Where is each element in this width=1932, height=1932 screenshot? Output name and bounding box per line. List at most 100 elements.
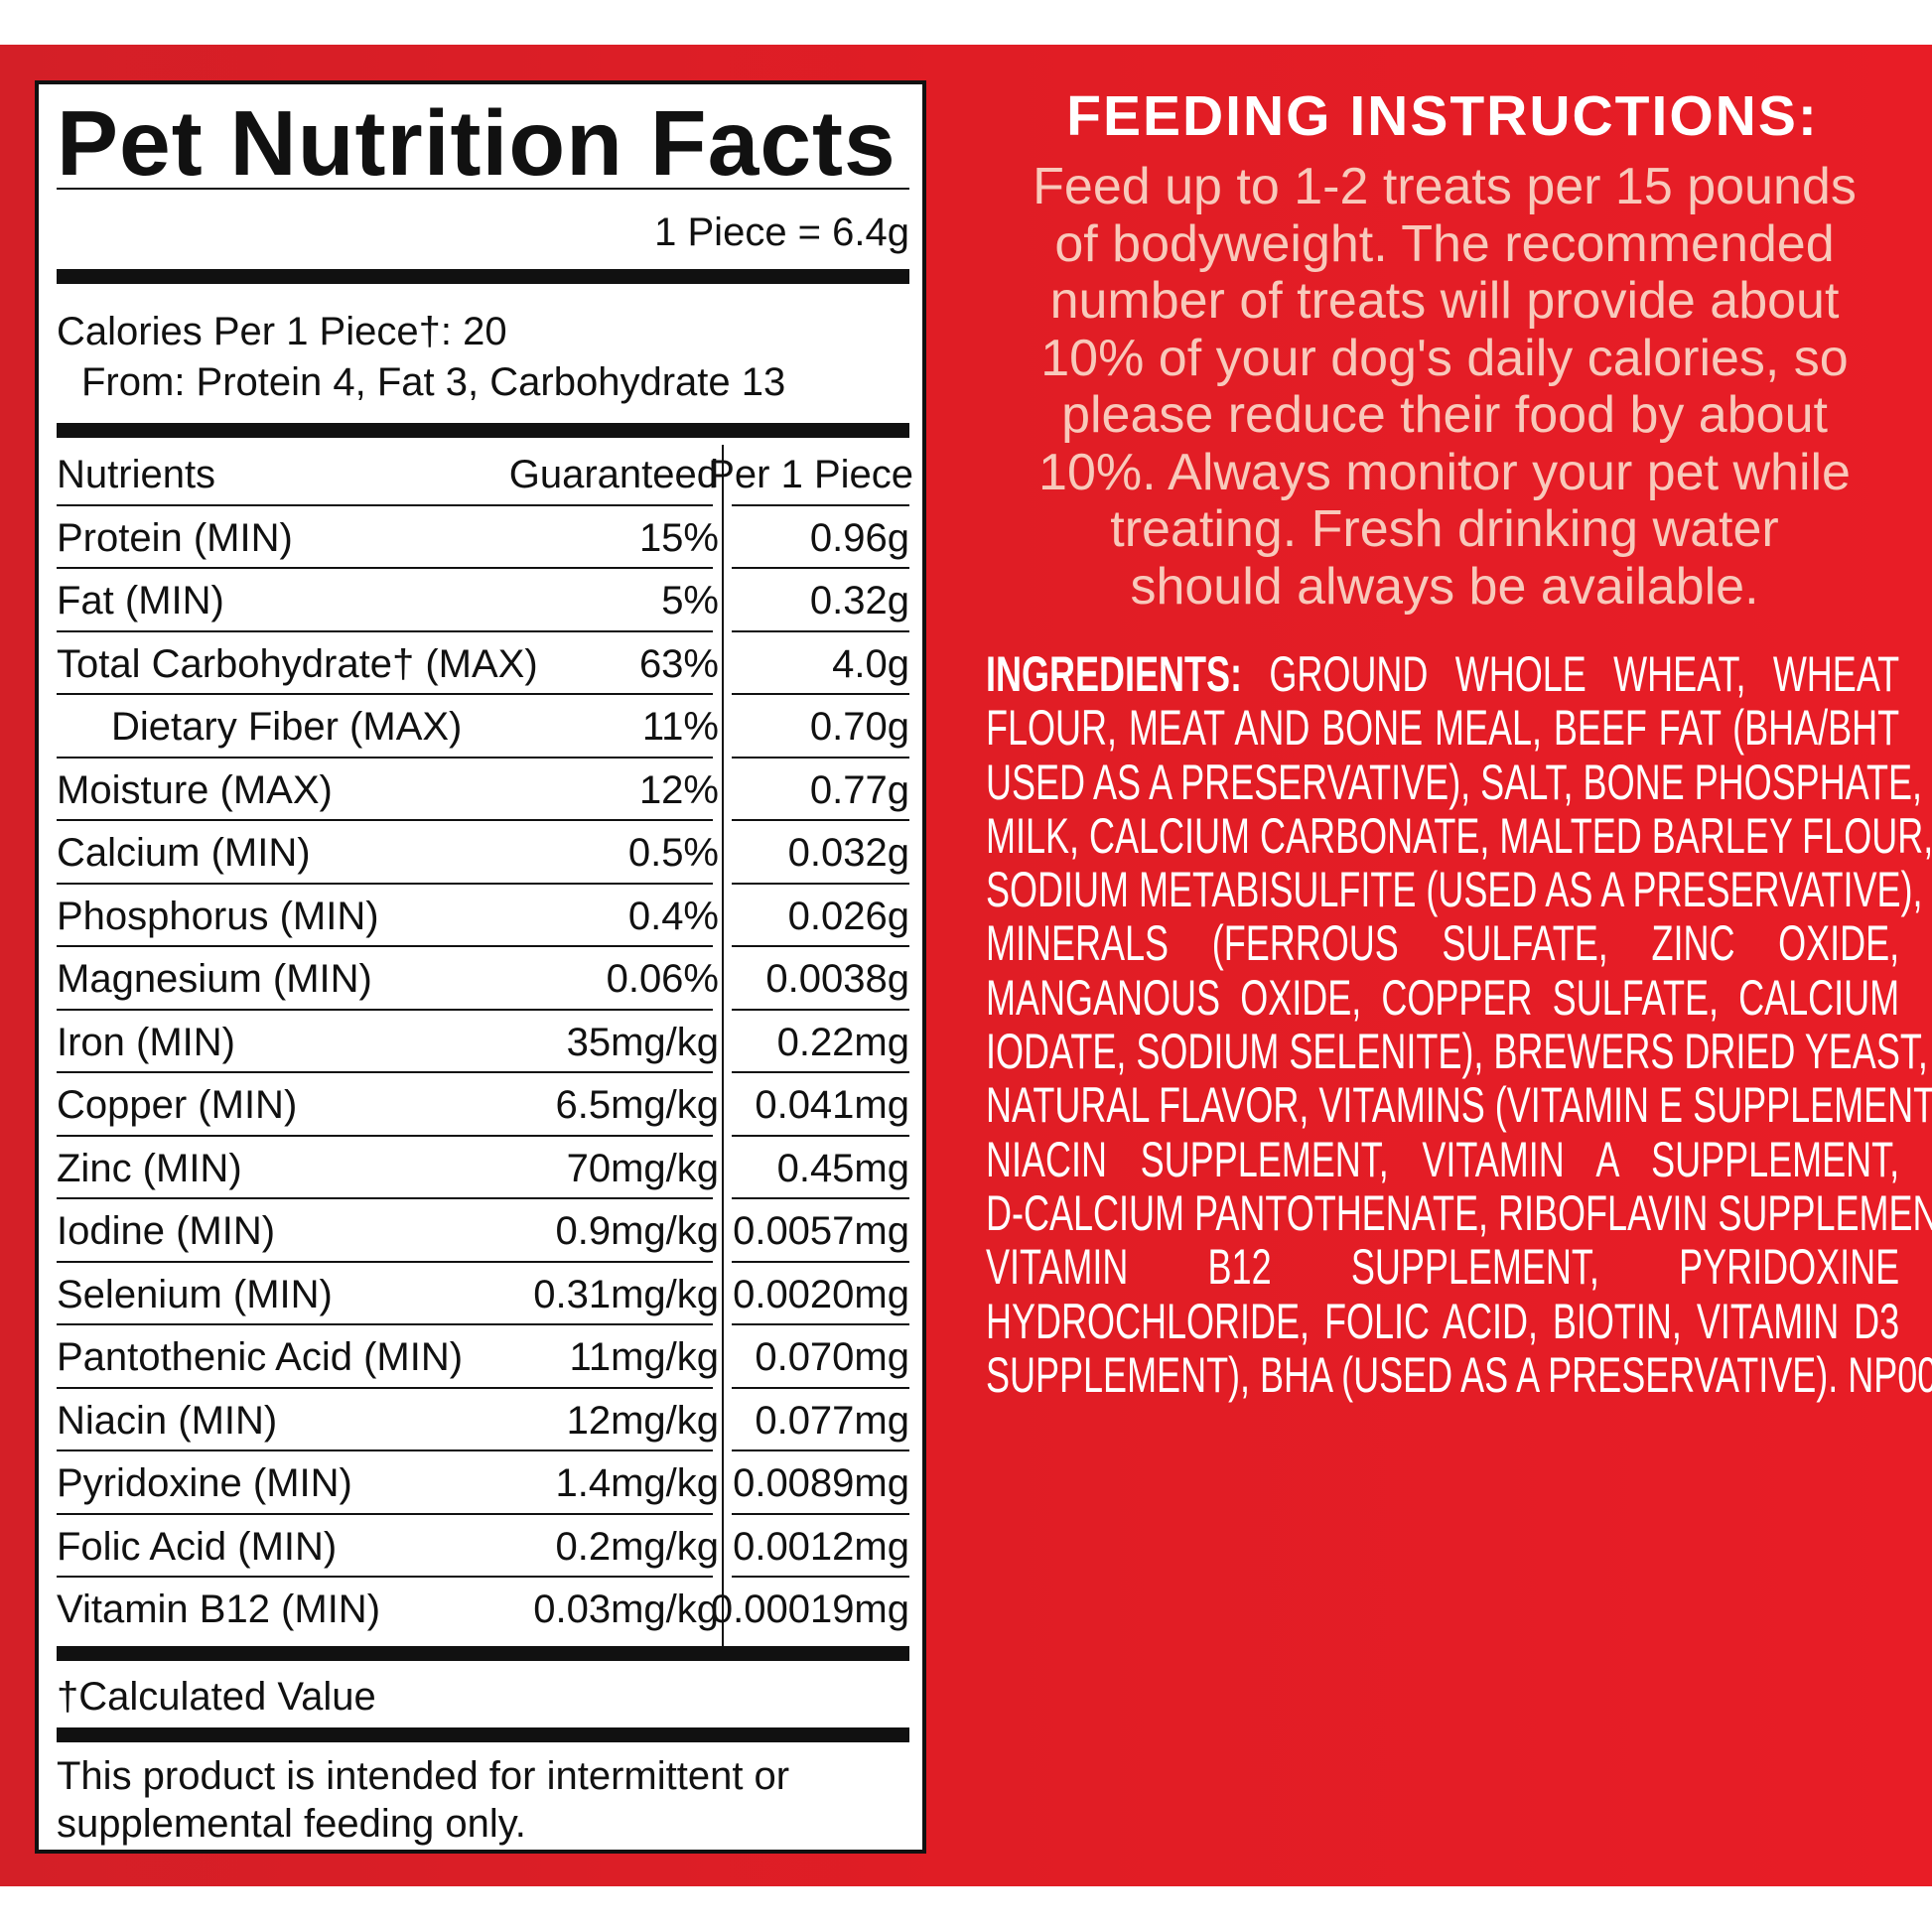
feeding-line: please reduce their food by about: [1061, 386, 1828, 444]
nutrient-name: Dietary Fiber (MAX): [111, 705, 463, 749]
row-line: [57, 693, 713, 695]
row-line: [732, 629, 909, 632]
row-line: [57, 503, 713, 506]
row-line: [57, 1260, 713, 1263]
row-line: [732, 503, 909, 506]
ingredients-line: IODATE, SODIUM SELENITE), BREWERS DRIED …: [986, 1024, 1928, 1080]
row-line: [57, 1071, 713, 1073]
ingredients-line: MINERALS (FERROUS SULFATE, ZINC OXIDE,: [986, 915, 1900, 972]
nutrient-name: Protein (MIN): [57, 515, 293, 560]
row-line: [732, 1449, 909, 1451]
column-divider: [722, 445, 724, 1646]
disclaimer-line: This product is intended for intermitten…: [57, 1754, 790, 1798]
table-header: Nutrients Guaranteed Per 1 Piece: [57, 443, 913, 506]
ingredients-line: NIACIN SUPPLEMENT, VITAMIN A SUPPLEMENT,: [986, 1131, 1900, 1187]
nutrient-name: Moisture (MAX): [57, 767, 333, 812]
feeding-line: of bodyweight. The recommended: [1054, 214, 1835, 273]
header-nutrients: Nutrients: [57, 453, 216, 496]
per-piece-value: 0.70g: [809, 705, 909, 749]
row-line: [732, 1260, 909, 1263]
table-row: Moisture (MAX) 12% 0.77g: [57, 759, 909, 821]
table-row: Iron (MIN) 35mg/kg 0.22mg: [57, 1011, 909, 1073]
table-row: Iodine (MIN) 0.9mg/kg 0.0057mg: [57, 1199, 909, 1263]
guaranteed-value: 0.5%: [627, 831, 719, 875]
row-line: [57, 1386, 713, 1389]
feeding-line: 10% of your dog's daily calories, so: [1040, 329, 1849, 387]
guaranteed-value: 63%: [638, 641, 719, 686]
ingredients-line: SUPPLEMENT), BHA (USED AS A PRESERVATIVE…: [986, 1346, 1932, 1403]
disclaimer-line: supplemental feeding only.: [57, 1802, 526, 1846]
ingredients-line: INGREDIENTS: GROUND WHOLE WHEAT, WHEAT: [986, 647, 1899, 701]
row-line: [57, 1008, 713, 1011]
nutrient-name: Selenium (MIN): [57, 1272, 333, 1316]
ingredients-line: NATURAL FLAVOR, VITAMINS (VITAMIN E SUPP…: [986, 1077, 1932, 1134]
nutrient-name: Total Carbohydrate† (MAX): [57, 641, 538, 686]
nutrition-facts-panel: Pet Nutrition Facts 1 Piece = 6.4g Calor…: [35, 80, 926, 1854]
row-line: [732, 1008, 909, 1011]
ingredients-line: SODIUM METABISULFITE (USED AS A PRESERVA…: [986, 862, 1923, 918]
per-piece-value: 4.0g: [832, 641, 909, 686]
per-piece-value: 0.22mg: [776, 1020, 909, 1064]
row-line: [57, 629, 713, 632]
feeding-line: 10%. Always monitor your pet while: [1038, 443, 1851, 501]
per-piece-value: 0.0012mg: [733, 1524, 909, 1569]
row-line: [57, 756, 713, 759]
table-row: Niacin (MIN) 12mg/kg 0.077mg: [57, 1389, 909, 1451]
thick-divider: [57, 269, 909, 284]
row-line: [732, 1071, 909, 1073]
row-line: [732, 1576, 909, 1578]
guaranteed-value: 0.06%: [606, 957, 719, 1001]
ingredients-line: VITAMIN B12 SUPPLEMENT, PYRIDOXINE: [986, 1239, 1900, 1296]
guaranteed-value: 35mg/kg: [566, 1020, 719, 1064]
ingredients-line: D-CALCIUM PANTOTHENATE, RIBOFLAVIN SUPPL…: [986, 1184, 1932, 1241]
table-row: Selenium (MIN) 0.31mg/kg 0.0020mg: [57, 1263, 909, 1325]
nutrient-name: Fat (MIN): [57, 579, 224, 622]
table-row: Total Carbohydrate† (MAX) 63% 4.0g: [57, 632, 909, 695]
table-row: Phosphorus (MIN) 0.4% 0.026g: [57, 885, 909, 947]
per-piece-value: 0.0038g: [765, 957, 909, 1001]
table-row: Pyridoxine (MIN) 1.4mg/kg 0.0089mg: [57, 1451, 909, 1515]
row-line: [57, 1576, 713, 1578]
thick-divider: [57, 423, 909, 438]
feeding-instructions-text: Feed up to 1-2 treats per 15 pounds of bo…: [978, 158, 1911, 616]
guaranteed-value: 5%: [661, 579, 719, 622]
guaranteed-value: 0.9mg/kg: [555, 1209, 719, 1253]
table-row: Folic Acid (MIN) 0.2mg/kg 0.0012mg: [57, 1515, 909, 1578]
ingredients-line: MILK, CALCIUM CARBONATE, MALTED BARLEY F…: [986, 807, 1932, 864]
guaranteed-value: 6.5mg/kg: [555, 1083, 719, 1127]
per-piece-value: 0.32g: [809, 579, 909, 622]
guaranteed-value: 70mg/kg: [566, 1146, 719, 1190]
table-row: Magnesium (MIN) 0.06% 0.0038g: [57, 947, 909, 1011]
nutrient-name: Folic Acid (MIN): [57, 1524, 338, 1569]
guaranteed-value: 12%: [638, 767, 719, 812]
row-line: [57, 819, 713, 821]
per-piece-value: 0.077mg: [755, 1398, 909, 1443]
row-line: [57, 567, 713, 569]
guaranteed-value: 15%: [638, 515, 719, 560]
ingredients-list: INGREDIENTS: GROUND WHOLE WHEAT, WHEAT FL…: [986, 647, 1932, 1403]
row-line: [57, 1449, 713, 1451]
per-piece-value: 0.00019mg: [710, 1587, 909, 1631]
per-piece-value: 0.77g: [809, 767, 909, 812]
row-line: [57, 1323, 713, 1325]
table-row: Protein (MIN) 15% 0.96g: [57, 506, 909, 569]
row-line: [732, 1197, 909, 1199]
thick-divider: [57, 1727, 909, 1742]
per-piece-value: 0.96g: [809, 515, 909, 560]
nutrient-name: Niacin (MIN): [57, 1398, 278, 1443]
table-row: Copper (MIN) 6.5mg/kg 0.041mg: [57, 1073, 909, 1137]
per-piece-value: 0.041mg: [755, 1083, 909, 1127]
ingredients-text: GROUND WHOLE WHEAT, WHEAT: [1242, 646, 1900, 702]
guaranteed-value: 11mg/kg: [569, 1335, 719, 1379]
row-line: [732, 1323, 909, 1325]
table-row: Dietary Fiber (MAX) 11% 0.70g: [57, 695, 909, 759]
nutrient-name: Pyridoxine (MIN): [57, 1461, 352, 1505]
guaranteed-value: 12mg/kg: [566, 1398, 719, 1443]
nutrient-name: Pantothenic Acid (MIN): [57, 1335, 464, 1379]
nutrient-name: Copper (MIN): [57, 1083, 298, 1127]
nutrient-name: Phosphorus (MIN): [57, 894, 379, 938]
ingredients-line: HYDROCHLORIDE, FOLIC ACID, BIOTIN, VITAM…: [986, 1293, 1900, 1349]
per-piece-value: 0.0057mg: [733, 1209, 909, 1253]
per-piece-value: 0.026g: [787, 894, 909, 938]
table-row: Calcium (MIN) 0.5% 0.032g: [57, 821, 909, 885]
